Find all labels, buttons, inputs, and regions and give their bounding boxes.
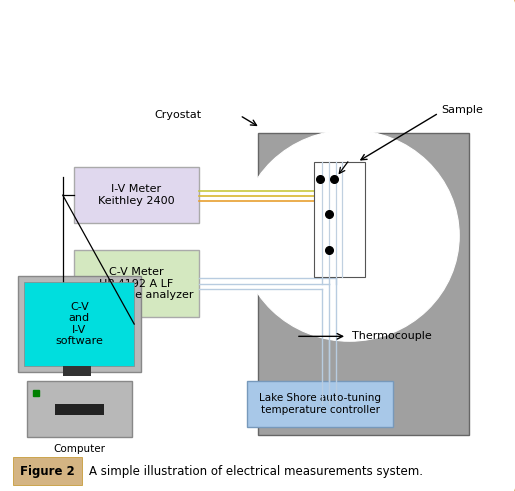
FancyBboxPatch shape bbox=[13, 457, 82, 485]
FancyBboxPatch shape bbox=[55, 404, 104, 414]
FancyBboxPatch shape bbox=[74, 250, 199, 317]
Circle shape bbox=[240, 130, 459, 341]
FancyBboxPatch shape bbox=[258, 133, 470, 435]
Text: Cryostat: Cryostat bbox=[154, 110, 201, 120]
FancyBboxPatch shape bbox=[74, 167, 199, 223]
FancyBboxPatch shape bbox=[18, 276, 141, 372]
Text: Thermocouple: Thermocouple bbox=[352, 331, 432, 341]
FancyBboxPatch shape bbox=[27, 381, 132, 437]
Text: C-V
and
I-V
software: C-V and I-V software bbox=[56, 301, 104, 347]
Text: Lake Shore auto-tuning
temperature controller: Lake Shore auto-tuning temperature contr… bbox=[259, 393, 381, 414]
FancyBboxPatch shape bbox=[63, 366, 91, 376]
Text: I-V Meter
Keithley 2400: I-V Meter Keithley 2400 bbox=[98, 185, 175, 206]
Text: Figure 2: Figure 2 bbox=[20, 465, 74, 478]
Text: C-V Meter
HP 4192 A LF
impedance analyzer: C-V Meter HP 4192 A LF impedance analyze… bbox=[80, 267, 193, 300]
Text: Computer: Computer bbox=[54, 444, 106, 454]
FancyBboxPatch shape bbox=[314, 162, 365, 277]
FancyBboxPatch shape bbox=[25, 282, 134, 366]
Text: A simple illustration of electrical measurements system.: A simple illustration of electrical meas… bbox=[89, 465, 423, 478]
FancyBboxPatch shape bbox=[248, 381, 393, 427]
Text: Sample: Sample bbox=[441, 106, 483, 115]
